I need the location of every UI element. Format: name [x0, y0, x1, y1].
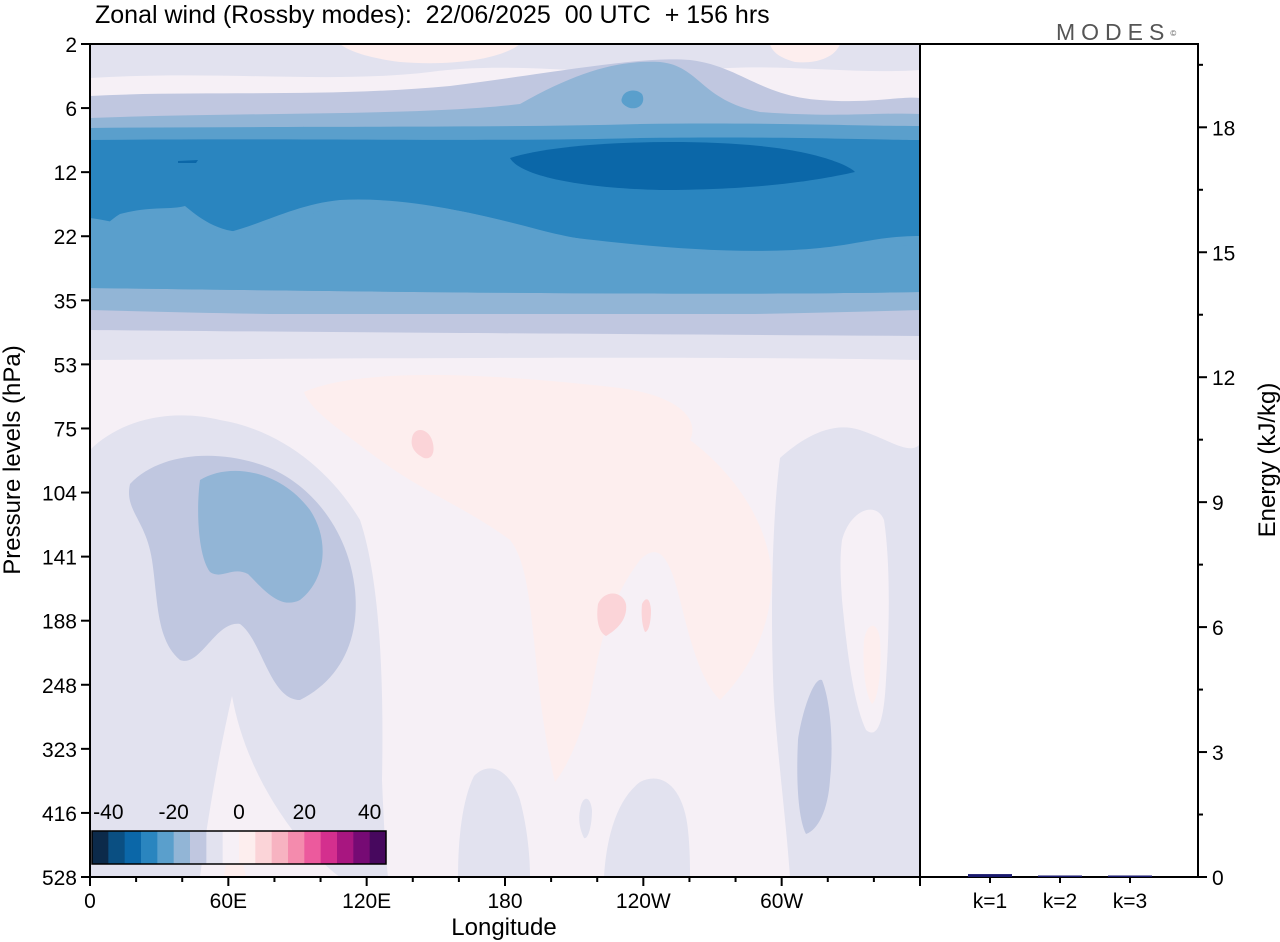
chart-title: Zonal wind (Rossby modes): 22/06/2025 00… — [95, 1, 770, 29]
energy-bars: k=1 k=2 k=3 — [968, 874, 1152, 913]
energy-tick-label: 3 — [1212, 742, 1224, 765]
pressure-tick-label: 2 — [65, 34, 77, 57]
pressure-tick-label: 188 — [42, 611, 77, 634]
colorbar-swatch — [108, 831, 126, 864]
blue-knot-6hpa — [621, 90, 644, 109]
energy-category-label: k=1 — [973, 890, 1007, 913]
colorbar-swatch — [271, 831, 289, 864]
colorbar-swatch — [304, 831, 322, 864]
colorbar-swatch — [337, 831, 354, 864]
jet-core-easterly — [510, 142, 855, 190]
pink-spot-188hpa-a — [597, 593, 627, 636]
energy-tick-label: 0 — [1212, 867, 1224, 890]
pressure-tick-label: 22 — [54, 226, 77, 249]
bottom-easterly-120w — [604, 778, 690, 877]
pink-patch-top-left — [340, 44, 520, 64]
western-strong-easterly — [198, 470, 323, 603]
pink-spot-75hpa — [411, 429, 434, 459]
energy-tick-label: 18 — [1212, 117, 1235, 140]
colorbar-tick-label: 0 — [233, 801, 245, 824]
energy-tick-label: 15 — [1212, 242, 1235, 265]
pressure-tick-label: 141 — [42, 547, 77, 570]
colorbar-swatch — [92, 831, 109, 864]
longitude-tick-label: 120W — [616, 890, 671, 913]
band-53hpa-weak — [90, 330, 920, 360]
colorbar-swatch — [288, 831, 305, 864]
energy-bar — [968, 874, 1012, 877]
pressure-axis: 2 6 12 22 35 53 75 104 141 188 248 323 416 528 — [42, 34, 90, 890]
energy-axis: 0 3 6 9 12 15 18 — [1198, 63, 1235, 890]
pressure-tick-label: 528 — [42, 867, 77, 890]
colorbar-swatch — [320, 831, 338, 864]
colorbar-swatch — [255, 831, 273, 864]
energy-bar — [1038, 875, 1082, 877]
zonal-wind-heatmap — [90, 44, 920, 877]
pressure-tick-label: 323 — [42, 739, 77, 762]
colorbar-swatch — [173, 831, 191, 864]
colorbar-swatch — [369, 831, 387, 864]
bottom-spot-416hpa — [579, 798, 592, 839]
colorbar-swatch — [239, 831, 256, 864]
colorbar-tick-label: 40 — [358, 801, 381, 824]
longitude-tick-label: 60W — [760, 890, 803, 913]
colorbar-tick-label: -20 — [158, 801, 188, 824]
colorbar-swatch — [141, 831, 158, 864]
pressure-tick-label: 248 — [42, 675, 77, 698]
colorbar-tick-label: -40 — [93, 801, 123, 824]
pink-spot-188hpa-b — [641, 599, 651, 632]
colorbar-swatch — [222, 831, 240, 864]
energy-panel-frame — [919, 43, 1199, 878]
band-35hpa — [90, 310, 920, 336]
longitude-tick-label: 180 — [487, 890, 522, 913]
band-22hpa-inner — [90, 201, 920, 294]
longitude-tick-label: 60E — [210, 890, 247, 913]
band-2hpa-weak-easterly — [90, 44, 920, 78]
logo-mark: © — [1170, 29, 1177, 38]
pressure-tick-label: 35 — [54, 290, 77, 313]
y-axis-title: Pressure levels (hPa) — [0, 345, 26, 574]
logo-text: MODES — [1056, 19, 1171, 45]
colorbar-swatch — [206, 831, 224, 864]
eastern-weak-easterly — [772, 427, 920, 877]
energy-category-label: k=3 — [1113, 890, 1147, 913]
modes-logo: MODES© — [1056, 18, 1176, 46]
colorbar-swatch — [157, 831, 175, 864]
colorbar-labels: -40 -20 0 20 40 — [93, 801, 381, 824]
pressure-tick-label: 53 — [54, 354, 77, 377]
eastern-pink-spot — [863, 625, 881, 704]
pressure-tick-label: 75 — [54, 418, 77, 441]
longitude-tick-label: 0 — [84, 890, 96, 913]
pressure-tick-label: 12 — [54, 162, 77, 185]
colorbar-swatch — [124, 831, 142, 864]
pressure-tick-label: 104 — [42, 483, 77, 506]
pink-patch-top-right — [770, 44, 840, 63]
colorbar-swatch — [190, 831, 207, 864]
colorbar — [91, 830, 387, 865]
central-weak-westerly — [304, 375, 772, 782]
energy-bar — [1108, 875, 1152, 877]
energy-tick-label: 12 — [1212, 367, 1235, 390]
energy-axis-title: Energy (kJ/kg) — [1254, 383, 1280, 538]
jet-core-small — [178, 160, 198, 163]
colorbar-tick-label: 20 — [293, 801, 316, 824]
colorbar-swatch — [353, 831, 371, 864]
longitude-axis: 0 60E 120E 180 120W 60W — [84, 877, 921, 913]
bottom-easterly-180 — [458, 768, 530, 877]
x-axis-title: Longitude — [451, 914, 556, 941]
energy-tick-label: 6 — [1212, 617, 1224, 640]
colorbar-border — [91, 830, 387, 865]
pressure-tick-label: 416 — [42, 803, 77, 826]
pressure-tick-label: 6 — [65, 98, 77, 121]
energy-tick-label: 9 — [1212, 492, 1224, 515]
energy-category-label: k=2 — [1043, 890, 1077, 913]
longitude-tick-label: 120E — [342, 890, 391, 913]
eastern-moderate-easterly — [797, 679, 832, 834]
